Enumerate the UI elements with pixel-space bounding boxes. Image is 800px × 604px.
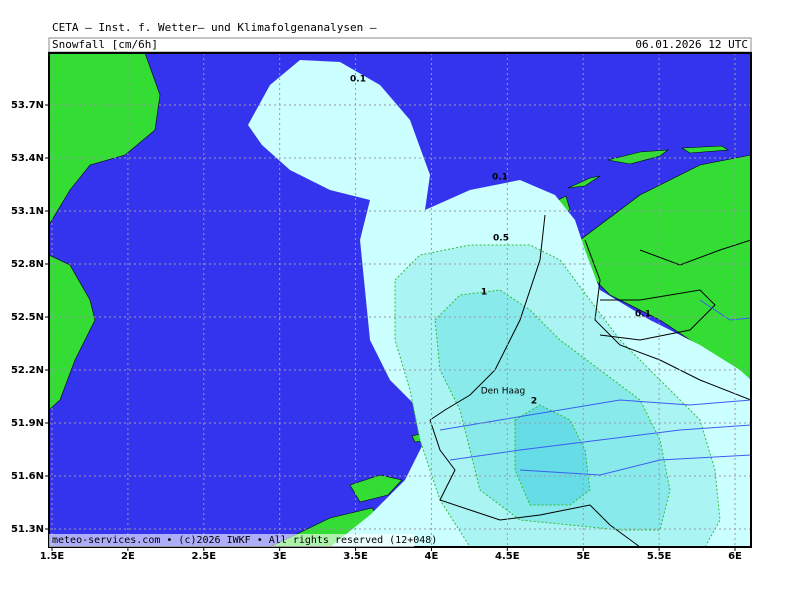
rivers [439, 299, 751, 476]
contour-label: 1 [481, 288, 487, 298]
river [519, 454, 751, 476]
y-tick-label: 52.2N [11, 365, 44, 376]
place-label: Den Haag [481, 387, 526, 397]
y-tick-label: 51.3N [11, 524, 44, 535]
contour-label: 0.1 [350, 75, 366, 85]
map-area [48, 52, 752, 548]
land-england-east [49, 254, 96, 411]
river [699, 299, 751, 321]
y-tick-label: 53.1N [11, 206, 44, 217]
graticule [49, 53, 751, 547]
snow-area-2 [514, 404, 591, 506]
x-tick-label: 2E [121, 551, 135, 562]
y-tick-label: 53.7N [11, 100, 44, 111]
y-tick-label: 52.8N [11, 259, 44, 270]
x-tick-label: 4E [425, 551, 439, 562]
y-tick-label: 52.5N [11, 312, 44, 323]
credit-box [49, 534, 414, 547]
contour-label: 0.1 [492, 173, 508, 183]
map-labels: 1.5E 2E 2.5E 3E 3.5E 4E 4.5E 5E 5.5E 6E 53.7N 53.4N… [11, 75, 742, 563]
land-england [49, 53, 161, 226]
y-tick-label: 51.6N [11, 471, 44, 482]
x-tick-label: 5.5E [647, 551, 672, 562]
island [681, 145, 729, 154]
x-tick-label: 3.5E [343, 551, 368, 562]
island [607, 149, 669, 165]
x-tick-label: 2.5E [192, 551, 217, 562]
x-tick-label: 1.5E [40, 551, 65, 562]
island [567, 175, 601, 189]
header-title: CETA — Inst. f. Wetter— und Klimafolgena… [52, 21, 377, 34]
ijsselmeer [599, 289, 716, 341]
y-tick-label: 51.9N [11, 418, 44, 429]
credit: meteo-services.com • (c)2026 IWKF • All … [52, 535, 437, 546]
snow-area-1 [434, 289, 671, 531]
river [439, 399, 751, 431]
x-tick-label: 3E [273, 551, 287, 562]
land-zeeland [349, 474, 403, 503]
valid-time: 06.01.2026 12 UTC [635, 38, 748, 51]
x-tick-label: 4.5E [495, 551, 520, 562]
y-tick-label: 53.4N [11, 153, 44, 164]
variable-label: Snowfall [cm/6h] [52, 38, 158, 51]
border [429, 419, 641, 547]
contour-label: 0.1 [635, 310, 651, 320]
contour-label: 2 [531, 397, 537, 407]
river [449, 424, 751, 461]
contour-label: 0.5 [493, 234, 509, 244]
coastline [584, 239, 751, 401]
x-tick-label: 6E [728, 551, 742, 562]
x-tick-label: 5E [576, 551, 590, 562]
